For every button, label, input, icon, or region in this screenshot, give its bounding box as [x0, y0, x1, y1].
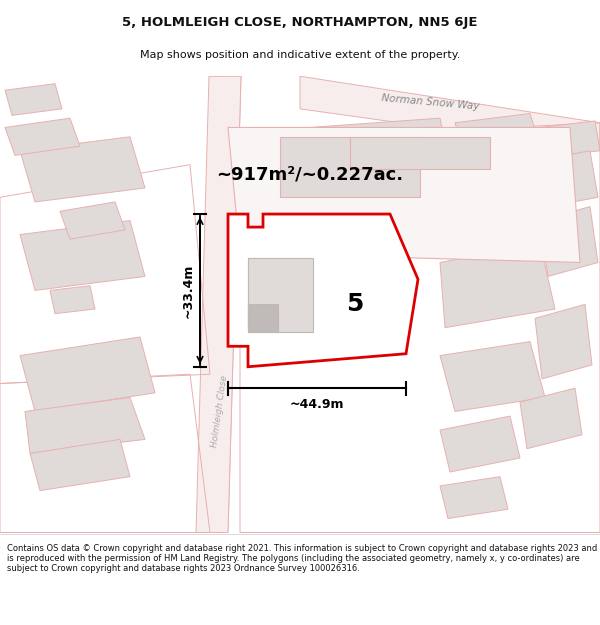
Polygon shape — [228, 127, 580, 262]
Polygon shape — [540, 207, 598, 276]
Text: Map shows position and indicative extent of the property.: Map shows position and indicative extent… — [140, 50, 460, 60]
Polygon shape — [450, 174, 545, 234]
Polygon shape — [20, 137, 145, 202]
Polygon shape — [300, 76, 600, 151]
Polygon shape — [228, 214, 418, 367]
Text: Norman Snow Way: Norman Snow Way — [380, 93, 479, 112]
Polygon shape — [440, 342, 545, 411]
Polygon shape — [440, 477, 508, 519]
Polygon shape — [350, 137, 490, 169]
Text: ~44.9m: ~44.9m — [290, 398, 344, 411]
Polygon shape — [196, 76, 241, 532]
Polygon shape — [5, 118, 80, 156]
Polygon shape — [440, 244, 555, 328]
Polygon shape — [540, 121, 600, 158]
Polygon shape — [25, 398, 145, 453]
Polygon shape — [520, 388, 582, 449]
Polygon shape — [50, 286, 95, 314]
Polygon shape — [60, 202, 125, 239]
Polygon shape — [20, 221, 145, 291]
Polygon shape — [540, 151, 598, 207]
Polygon shape — [248, 304, 290, 328]
Polygon shape — [440, 416, 520, 472]
Polygon shape — [280, 137, 420, 198]
Text: Holmleigh Close: Holmleigh Close — [211, 375, 230, 448]
Polygon shape — [20, 337, 155, 411]
Polygon shape — [248, 258, 310, 328]
Polygon shape — [30, 439, 130, 491]
Text: 5: 5 — [346, 292, 364, 316]
Polygon shape — [248, 304, 278, 332]
Polygon shape — [535, 304, 592, 379]
Text: Contains OS data © Crown copyright and database right 2021. This information is : Contains OS data © Crown copyright and d… — [7, 544, 598, 573]
Polygon shape — [310, 118, 450, 179]
Text: 5, HOLMLEIGH CLOSE, NORTHAMPTON, NN5 6JE: 5, HOLMLEIGH CLOSE, NORTHAMPTON, NN5 6JE — [122, 16, 478, 29]
Text: ~33.4m: ~33.4m — [182, 263, 194, 318]
Polygon shape — [5, 84, 62, 116]
Polygon shape — [248, 258, 313, 332]
Polygon shape — [455, 114, 540, 156]
Text: ~917m²/~0.227ac.: ~917m²/~0.227ac. — [217, 165, 404, 183]
Polygon shape — [196, 76, 241, 532]
